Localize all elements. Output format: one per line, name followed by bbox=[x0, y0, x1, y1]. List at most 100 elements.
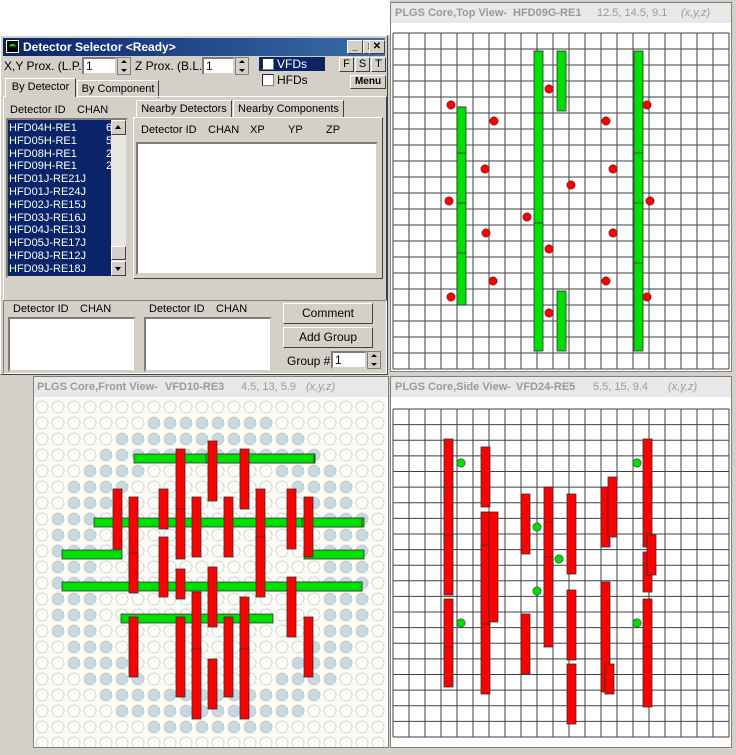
list-item[interactable]: HFD09J-RE18J bbox=[8, 263, 112, 276]
hfd-detector[interactable] bbox=[533, 50, 544, 352]
xy-prox-spinner[interactable] bbox=[117, 57, 131, 75]
vfd-detector[interactable] bbox=[480, 446, 491, 508]
tab-by-component[interactable]: By Component bbox=[77, 80, 159, 98]
close-button[interactable]: ✕ bbox=[369, 40, 385, 54]
vfd-detector[interactable] bbox=[303, 616, 314, 678]
hfd-marker[interactable] bbox=[456, 458, 466, 468]
hfd-detector[interactable] bbox=[556, 290, 567, 352]
vfd-detector[interactable] bbox=[646, 534, 657, 576]
vfd-marker[interactable] bbox=[642, 100, 652, 110]
list-item[interactable]: HFD03J-RE16J bbox=[8, 212, 112, 225]
vfd-detector[interactable] bbox=[443, 534, 454, 596]
list-item[interactable]: HFD01J-RE24J bbox=[8, 186, 112, 199]
vfd-detector[interactable] bbox=[604, 663, 615, 695]
list-item[interactable]: HFD04H-RE1 6 bbox=[8, 122, 112, 135]
group-right-list[interactable] bbox=[144, 317, 272, 372]
vfd-detector[interactable] bbox=[175, 568, 186, 600]
vfd-marker[interactable] bbox=[645, 196, 655, 206]
detector-list-scrollbar[interactable] bbox=[111, 120, 126, 276]
vfd-detector[interactable] bbox=[239, 448, 250, 510]
hfd-detector[interactable] bbox=[456, 106, 467, 306]
vfd-detector[interactable] bbox=[480, 623, 491, 695]
vfd-marker[interactable] bbox=[481, 228, 491, 238]
group-number-input[interactable]: 1 bbox=[331, 351, 367, 369]
tab-by-detector[interactable]: By Detector bbox=[5, 78, 76, 97]
list-item[interactable]: HFD08H-RE1 2 bbox=[8, 148, 112, 161]
tab-nearby-components[interactable]: Nearby Components bbox=[233, 100, 344, 118]
vfd-detector[interactable] bbox=[128, 552, 139, 594]
vfd-marker[interactable] bbox=[601, 276, 611, 286]
vfd-marker[interactable] bbox=[544, 84, 554, 94]
vfd-detector[interactable] bbox=[566, 493, 577, 575]
vfd-detector[interactable] bbox=[520, 493, 531, 555]
hfd-detector[interactable] bbox=[633, 50, 644, 352]
vfd-marker[interactable] bbox=[544, 308, 554, 318]
vfd-marker[interactable] bbox=[522, 212, 532, 222]
hfd-detector[interactable] bbox=[261, 581, 363, 592]
list-item[interactable]: HFD05J-RE17J bbox=[8, 237, 112, 250]
hfd-detector[interactable] bbox=[205, 453, 315, 464]
vfd-detector[interactable] bbox=[175, 448, 186, 510]
side-view-canvas[interactable] bbox=[391, 377, 732, 748]
top-view-panel[interactable]: PLGS Core,Top View- HFD09G-RE1 12.5, 14.… bbox=[390, 2, 732, 372]
group-left-list[interactable] bbox=[8, 317, 136, 372]
z-prox-spinner[interactable] bbox=[235, 57, 249, 75]
side-view-button[interactable]: S bbox=[355, 57, 370, 72]
vfd-marker[interactable] bbox=[444, 196, 454, 206]
vfd-detector[interactable] bbox=[223, 496, 234, 558]
hfd-detector[interactable] bbox=[61, 549, 123, 560]
nearby-detectors-list[interactable] bbox=[136, 142, 378, 275]
vfd-detector[interactable] bbox=[255, 536, 266, 598]
top-view-canvas[interactable] bbox=[391, 3, 732, 372]
list-item[interactable]: HFD05H-RE1 5 bbox=[8, 135, 112, 148]
vfd-marker[interactable] bbox=[566, 180, 576, 190]
vfd-detector[interactable] bbox=[566, 663, 577, 725]
vfd-detector[interactable] bbox=[112, 488, 123, 550]
dialog-titlebar[interactable]: Detector Selector <Ready> _ □ bbox=[3, 38, 385, 56]
list-item[interactable]: HFD01J-RE21J bbox=[8, 173, 112, 186]
detector-list[interactable]: HFD04H-RE1 6 HFD05H-RE1 5 HFD08H-RE1 2 HFD09H-… bbox=[6, 118, 128, 278]
vfd-marker[interactable] bbox=[489, 116, 499, 126]
hfd-detector[interactable] bbox=[556, 50, 567, 112]
vfd-detector[interactable] bbox=[175, 616, 186, 698]
vfd-detector[interactable] bbox=[543, 556, 554, 648]
vfd-detector[interactable] bbox=[207, 658, 218, 710]
add-group-button[interactable]: Add Group bbox=[283, 327, 373, 348]
hfd-marker[interactable] bbox=[554, 554, 564, 564]
vfd-detector[interactable] bbox=[607, 476, 618, 538]
list-item[interactable]: HFD02J-RE15J bbox=[8, 199, 112, 212]
front-view-button[interactable]: F bbox=[339, 57, 354, 72]
vfd-marker[interactable] bbox=[480, 164, 490, 174]
vfd-detector[interactable] bbox=[175, 508, 186, 560]
hfds-checkbox[interactable] bbox=[262, 74, 274, 86]
front-view-canvas[interactable] bbox=[34, 377, 389, 748]
z-prox-input[interactable]: 1 bbox=[202, 57, 235, 75]
tab-nearby-detectors[interactable]: Nearby Detectors bbox=[136, 100, 232, 118]
vfd-detector[interactable] bbox=[207, 440, 218, 502]
hfd-marker[interactable] bbox=[632, 458, 642, 468]
vfd-detector[interactable] bbox=[520, 613, 531, 675]
hfd-marker[interactable] bbox=[532, 522, 542, 532]
vfd-marker[interactable] bbox=[608, 164, 618, 174]
vfd-detector[interactable] bbox=[128, 616, 139, 678]
vfd-detector[interactable] bbox=[191, 591, 202, 653]
vfd-detector[interactable] bbox=[191, 496, 202, 558]
vfd-marker[interactable] bbox=[601, 116, 611, 126]
top-view-button[interactable]: T bbox=[371, 57, 386, 72]
vfd-detector[interactable] bbox=[286, 488, 297, 550]
vfd-detector[interactable] bbox=[443, 646, 454, 688]
vfd-detector[interactable] bbox=[158, 488, 169, 530]
vfd-detector[interactable] bbox=[488, 511, 499, 623]
vfd-marker[interactable] bbox=[488, 276, 498, 286]
vfd-detector[interactable] bbox=[158, 536, 169, 598]
hfd-detector[interactable] bbox=[301, 517, 363, 528]
group-number-spinner[interactable] bbox=[367, 351, 381, 369]
list-item[interactable]: HFD04J-RE13J bbox=[8, 224, 112, 237]
vfd-marker[interactable] bbox=[642, 292, 652, 302]
vfds-checkbox[interactable] bbox=[262, 58, 274, 70]
xy-prox-input[interactable]: 1 bbox=[82, 57, 117, 75]
comment-button[interactable]: Comment bbox=[283, 303, 373, 324]
vfd-detector[interactable] bbox=[223, 616, 234, 698]
vfd-marker[interactable] bbox=[446, 100, 456, 110]
vfd-detector[interactable] bbox=[566, 589, 577, 661]
